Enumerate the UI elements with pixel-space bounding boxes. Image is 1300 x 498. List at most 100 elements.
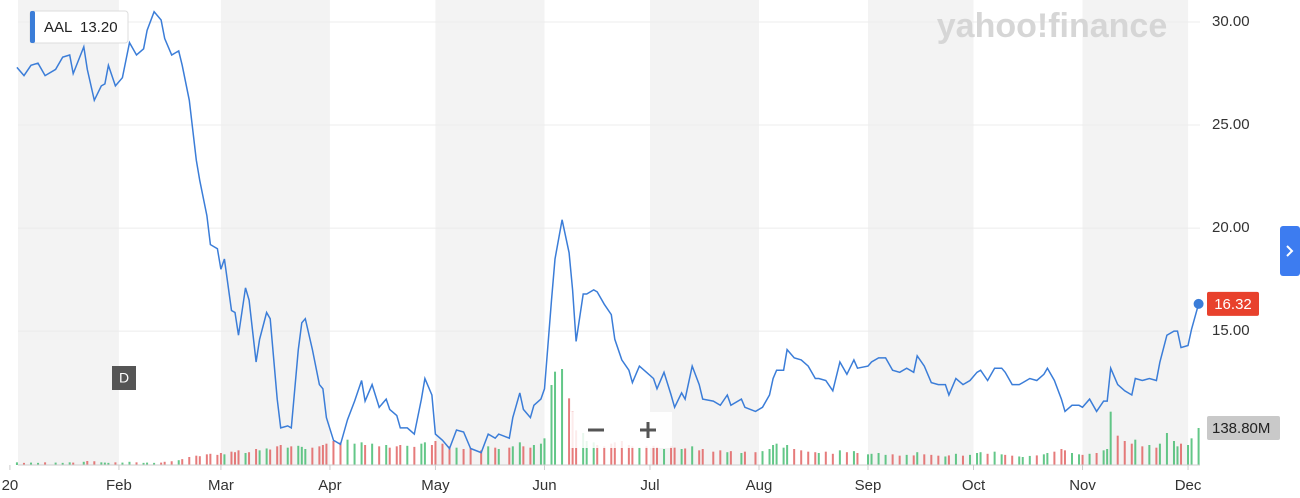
volume-bar [434,441,437,465]
volume-bar [364,445,367,465]
hover-stripe [30,11,35,43]
volume-bar [346,439,349,465]
volume-bar [223,454,226,465]
volume-bar [406,445,409,465]
volume-bar [585,441,588,465]
volume-bar [884,454,887,465]
volume-bar [297,445,300,465]
volume-bar [1109,411,1112,465]
volume-bar [561,369,564,465]
volume-bar [195,455,198,465]
volume-bar [68,462,71,465]
volume-bar [627,445,630,465]
volume-bar [321,445,324,465]
month-band [649,0,759,465]
volume-bar [269,449,272,465]
x-tick-label: Feb [106,477,132,494]
volume-bar [1148,445,1151,465]
volume-bar [15,462,18,465]
volume-bar [870,453,873,465]
volume-bar [318,446,321,465]
volume-bar [1102,450,1105,465]
volume-bar [1088,453,1091,465]
volume-bar [1141,446,1144,465]
y-tick-label: 15.00 [1212,322,1250,339]
volume-bar [775,443,778,465]
volume-bar [729,451,732,465]
volume-bar [237,450,240,465]
volume-bar [153,462,156,465]
volume-bar [61,462,64,465]
volume-bar [1011,455,1014,465]
month-band [435,0,545,465]
volume-bar [645,446,648,465]
volume-bar [1053,451,1056,465]
volume-bar [230,451,233,465]
volume-bar [82,461,85,465]
expand-button[interactable] [1280,226,1300,276]
interval-badge[interactable]: D [112,366,136,390]
volume-bar [103,462,106,465]
volume-bar [107,462,110,465]
volume-bar [592,442,595,465]
month-band [220,0,330,465]
volume-bar [930,454,933,465]
volume-bar [954,453,957,465]
volume-bar [216,454,219,465]
volume-bar [670,446,673,465]
volume-bar [420,443,423,465]
volume-bar [867,454,870,465]
price-line [16,10,1200,454]
volume-bar [719,450,722,465]
volume-bar [1028,455,1031,465]
y-tick-label: 30.00 [1212,13,1250,30]
volume-bar [1130,443,1133,465]
volume-bar [160,462,163,465]
volume-bar [1078,454,1081,465]
volume-bar [652,445,655,465]
volume-bar [255,449,258,465]
volume-bar [786,445,789,465]
volume-bar [455,447,458,465]
x-tick-label: Apr [318,477,341,494]
volume-bar [969,454,972,465]
volume-bar [582,433,585,465]
volume-bar [937,455,940,465]
volume-bar [413,446,416,465]
volume-bar [782,447,785,465]
volume-bar [522,446,525,465]
x-tick-label: Oct [962,477,986,494]
volume-bar [979,452,982,465]
volume-bar [603,446,606,465]
volume-bar [613,442,616,465]
volume-bar [993,451,996,465]
volume-bar [360,442,363,465]
volume-bar [399,445,402,465]
volume-bar [916,452,919,465]
volume-bar [898,455,901,465]
x-tick-label: Sep [855,477,882,494]
volume-bar [596,445,599,465]
expand-box[interactable] [1280,226,1300,276]
volume-bar [845,452,848,465]
volume-bar [529,447,532,465]
volume-bar [1155,447,1158,465]
volume-bar [1070,453,1073,465]
volume-bar [22,462,25,465]
volume-bar [233,452,236,465]
volume-bar [1158,443,1161,465]
volume-bar [772,445,775,465]
volume-bar [205,454,208,465]
volume-bar [388,447,391,465]
volume-bar [923,454,926,465]
volume-bar [37,462,40,465]
volume-bar [423,442,426,465]
volume-bar [1060,449,1063,465]
volume-bar [1134,439,1137,465]
volume-bar [279,445,282,465]
volume-bar [311,447,314,465]
volume-bar [93,461,96,465]
volume-bar [462,449,465,465]
volume-bar [620,441,623,465]
volume-bar [128,461,131,465]
